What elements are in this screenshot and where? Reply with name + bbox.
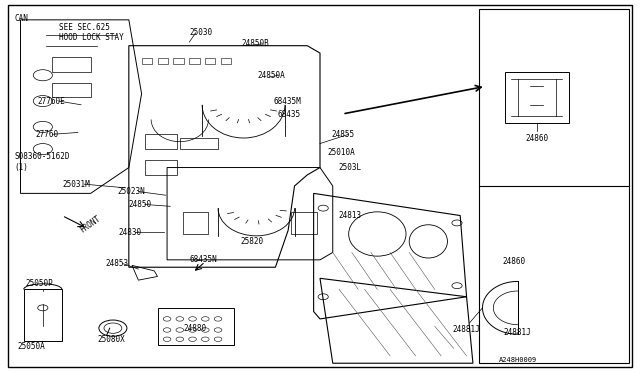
Text: 24860: 24860 (525, 134, 548, 142)
Text: 2503L: 2503L (339, 163, 362, 172)
Bar (157, 58, 168, 64)
Bar (479, 9, 629, 363)
Text: 24860: 24860 (503, 257, 526, 266)
Bar (205, 58, 216, 64)
Text: 24881J: 24881J (504, 328, 531, 337)
Text: A248H0009: A248H0009 (499, 356, 537, 363)
Text: 27760E: 27760E (37, 97, 65, 106)
Bar (52, 83, 91, 97)
Text: CAN: CAN (14, 13, 28, 22)
Text: 25030: 25030 (189, 28, 212, 37)
Text: 25820: 25820 (241, 237, 264, 246)
Bar (141, 58, 152, 64)
Text: S08360-5162D
(1): S08360-5162D (1) (14, 152, 70, 172)
Text: 24830: 24830 (118, 228, 141, 237)
Text: 25080X: 25080X (97, 335, 125, 344)
Text: 24855: 24855 (332, 130, 355, 139)
Text: 24880: 24880 (183, 324, 206, 333)
Text: 68435: 68435 (278, 109, 301, 119)
Text: 25010A: 25010A (327, 148, 355, 157)
Text: 24850: 24850 (128, 200, 151, 209)
Bar (221, 58, 232, 64)
Text: 68435N: 68435N (189, 255, 217, 264)
Text: FRONT: FRONT (78, 214, 102, 235)
Bar (180, 138, 218, 149)
Text: 68435M: 68435M (273, 97, 301, 106)
Text: 24850B: 24850B (241, 39, 269, 48)
Bar (173, 58, 184, 64)
Text: 24813: 24813 (339, 211, 362, 220)
Bar (52, 57, 91, 71)
Text: 27760: 27760 (36, 130, 59, 139)
Text: 25050A: 25050A (17, 342, 45, 351)
Text: SEE SEC.625
HOOD LOCK STAY: SEE SEC.625 HOOD LOCK STAY (59, 23, 124, 42)
Bar (189, 58, 200, 64)
Bar (183, 212, 209, 234)
Text: 25023N: 25023N (117, 187, 145, 196)
Text: 24850A: 24850A (257, 71, 285, 80)
Text: 25050P: 25050P (26, 279, 53, 288)
Bar (145, 160, 177, 175)
Text: 24853: 24853 (106, 259, 129, 268)
Bar (291, 212, 317, 234)
Bar (145, 134, 177, 149)
Text: 24881J: 24881J (452, 326, 481, 334)
Text: 25031M: 25031M (63, 180, 91, 189)
